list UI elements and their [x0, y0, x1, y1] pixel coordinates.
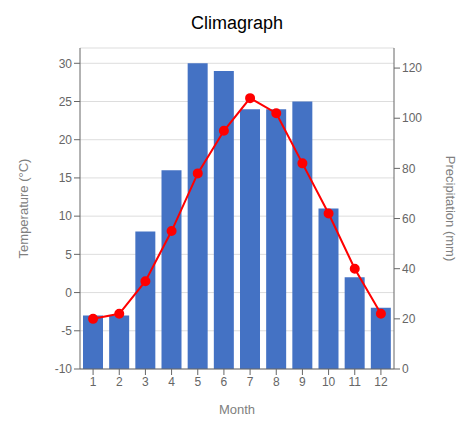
svg-text:20: 20: [59, 133, 73, 147]
svg-text:100: 100: [402, 111, 422, 125]
svg-text:10: 10: [59, 209, 73, 223]
svg-text:2: 2: [116, 375, 123, 389]
svg-text:4: 4: [168, 375, 175, 389]
svg-text:11: 11: [349, 375, 362, 389]
svg-text:20: 20: [402, 312, 416, 326]
svg-text:80: 80: [402, 162, 416, 176]
svg-text:25: 25: [59, 95, 73, 109]
svg-text:40: 40: [402, 262, 416, 276]
svg-text:8: 8: [273, 375, 280, 389]
svg-text:6: 6: [221, 375, 228, 389]
svg-text:-5: -5: [61, 324, 72, 338]
svg-text:0: 0: [65, 286, 72, 300]
svg-text:10: 10: [322, 375, 336, 389]
svg-text:5: 5: [65, 248, 72, 262]
svg-text:15: 15: [59, 171, 73, 185]
svg-text:1: 1: [90, 375, 97, 389]
svg-text:30: 30: [59, 57, 73, 71]
svg-text:60: 60: [402, 212, 416, 226]
svg-text:Month: Month: [219, 402, 255, 417]
html-text:Climagraph: Climagraph: [191, 13, 283, 33]
svg-text:5: 5: [194, 375, 201, 389]
svg-text:120: 120: [402, 61, 422, 75]
svg-text:7: 7: [247, 375, 254, 389]
svg-text:3: 3: [142, 375, 149, 389]
svg-text:9: 9: [299, 375, 306, 389]
svg-text:12: 12: [374, 375, 388, 389]
svg-text:0: 0: [402, 362, 409, 376]
svg-text:Precipitation (mm): Precipitation (mm): [443, 156, 458, 261]
svg-text:Temperature (°C): Temperature (°C): [16, 159, 31, 259]
svg-text:-10: -10: [55, 362, 73, 376]
